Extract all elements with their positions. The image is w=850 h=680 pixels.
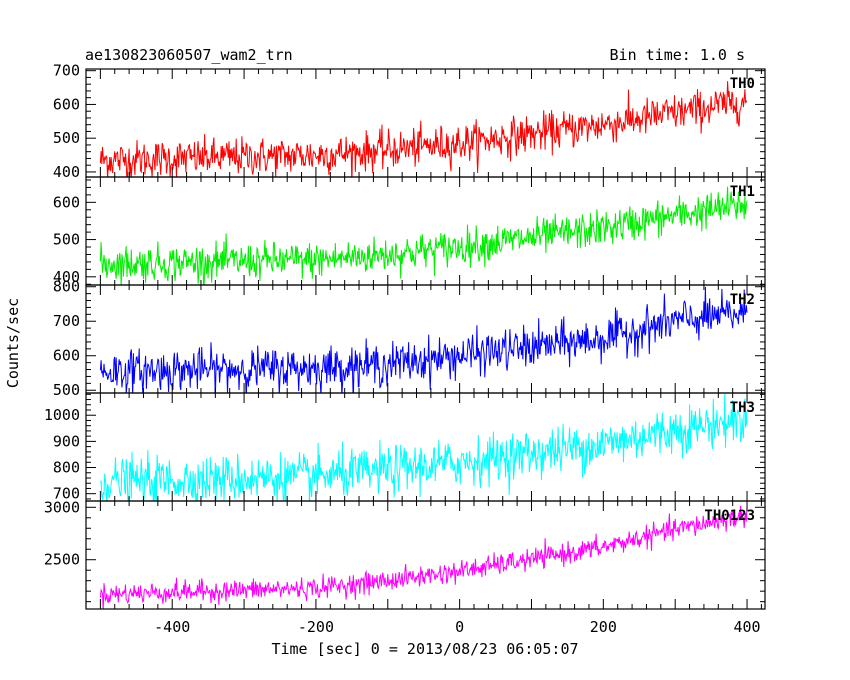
panel-th2: 500 600 700 800 TH2	[53, 278, 766, 399]
y-tick-label: 3000	[44, 498, 80, 516]
series-label-th2: TH2	[730, 292, 755, 308]
series-line-th2	[99, 286, 748, 393]
panel-frame-th2	[85, 284, 766, 394]
y-tick-label: 2500	[44, 551, 80, 569]
y-tick-label: 600	[53, 347, 80, 365]
observation-id: ae130823060507_wam2_trn	[85, 46, 293, 64]
panel-th0: 400 500 600 700 TH0	[53, 62, 766, 181]
y-tick-label: 600	[53, 95, 80, 113]
x-tick-label: 0	[455, 618, 464, 636]
panel-th3: 700 800 900 1000 TH3	[44, 392, 766, 503]
y-tick-label: 500	[53, 231, 80, 249]
x-tick-label: 200	[590, 618, 617, 636]
panel-th0123: 2500 3000 TH0123	[44, 498, 766, 610]
y-axis-label: Counts/sec	[4, 298, 22, 388]
panel-frame-th0	[85, 68, 766, 178]
panel-frame-th0123	[85, 500, 766, 610]
y-tick-label: 700	[53, 312, 80, 330]
series-line-th3	[99, 393, 748, 501]
series-label-th0123: TH0123	[704, 508, 755, 524]
y-tick-label: 400	[53, 268, 80, 286]
bin-time-label: Bin time: 1.0 s	[610, 46, 745, 64]
series-label-th0: TH0	[730, 76, 755, 92]
series-label-th1: TH1	[730, 184, 755, 200]
series-line-th1	[99, 186, 748, 285]
panel-frame-th1	[85, 176, 766, 286]
y-tick-label: 700	[53, 62, 80, 80]
series-line-th0123	[99, 505, 748, 609]
x-tick-label: -400	[154, 618, 190, 636]
x-tick-label: 400	[733, 618, 760, 636]
x-axis: -400 -200 0 200 400	[154, 618, 760, 636]
y-tick-label: 800	[53, 278, 80, 296]
series-label-th3: TH3	[730, 400, 755, 416]
series-line-th0	[99, 81, 748, 177]
y-tick-label: 600	[53, 193, 80, 211]
y-tick-label: 900	[53, 432, 80, 450]
y-tick-label: 500	[53, 381, 80, 399]
y-tick-label: 800	[53, 459, 80, 477]
x-axis-label: Time [sec] 0 = 2013/08/23 06:05:07	[271, 640, 578, 658]
panel-th1: 400 500 600 TH1	[53, 176, 766, 286]
y-tick-label: 700	[53, 485, 80, 503]
y-tick-label: 1000	[44, 406, 80, 424]
y-tick-label: 400	[53, 163, 80, 181]
x-tick-label: -200	[298, 618, 334, 636]
panels: 400 500 600 700 TH0 400 500 600 TH1 500 600 700 800 T…	[44, 62, 766, 610]
y-tick-label: 500	[53, 129, 80, 147]
